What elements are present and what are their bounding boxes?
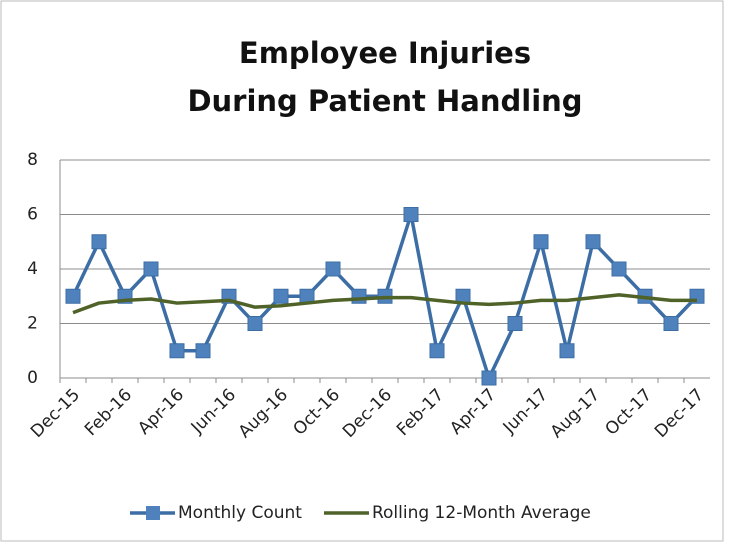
y-tick-label: 2 (27, 314, 38, 334)
data-point (325, 261, 341, 277)
data-point (533, 234, 549, 250)
data-point (481, 370, 497, 386)
data-point (247, 316, 263, 331)
y-tick-label: 8 (27, 150, 38, 170)
y-tick-label: 6 (27, 205, 38, 225)
legend-label: Rolling 12-Month Average (372, 503, 591, 523)
data-point (65, 288, 81, 304)
y-tick-label: 4 (27, 259, 38, 279)
data-point (507, 316, 523, 331)
data-point (611, 261, 627, 277)
data-point (403, 207, 419, 222)
data-point (559, 343, 575, 359)
y-tick-label: 0 (27, 368, 38, 388)
data-point (195, 343, 211, 359)
legend-entry: Monthly Count (130, 503, 302, 523)
data-point (91, 234, 107, 250)
data-point (351, 288, 367, 304)
legend-entry: Rolling 12-Month Average (323, 503, 591, 523)
data-point (429, 343, 445, 359)
legend-marker (146, 506, 160, 520)
data-point (663, 316, 679, 331)
data-point (273, 288, 289, 304)
series-line (72, 293, 697, 315)
chart-title: Employee Injuries (239, 36, 531, 70)
data-point (169, 343, 185, 359)
data-point (585, 234, 601, 250)
chart-title: During Patient Handling (187, 84, 582, 118)
data-point (143, 261, 159, 277)
legend-label: Monthly Count (178, 503, 302, 523)
